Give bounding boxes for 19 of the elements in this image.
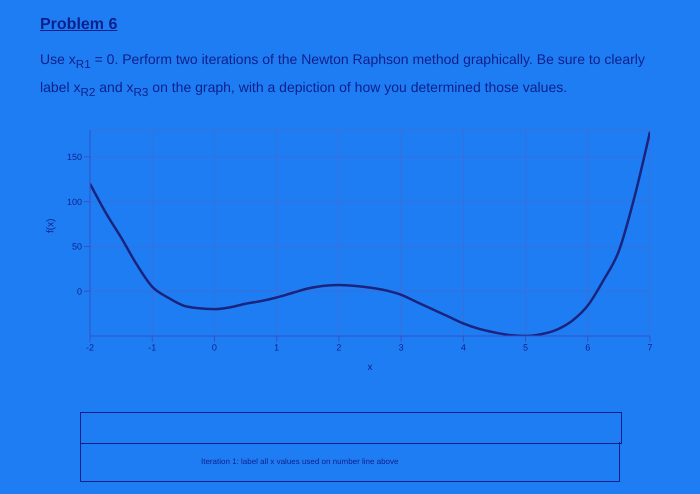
x-tick-label: 0 [212,342,217,352]
x-axis-title: x [368,362,372,373]
chart-title: Problem 6 [40,16,118,34]
x-tick-label: 4 [460,342,466,352]
x-tick-label: 2 [336,342,342,352]
text: Iteration 1: label all x values used on number line above [201,457,398,466]
y-tick-label: 100 [66,196,82,207]
x-tick-label: 7 [647,342,653,352]
x-tick-label: 6 [585,342,590,352]
text: Use x$_{R1}$ = 0. Perform two iterations of the Newton Raphson method graphically. Be sure to clearly label x$_{R2}$ and x$_{R3}$ on the graph, with a depiction of how you determined those values. [40,51,645,99]
y-axis-title: f(x) [46,218,57,233]
x-tick-label: 3 [398,342,404,352]
x-tick-label: -1 [148,342,156,352]
y-tick-label: 150 [66,152,82,162]
y-tick-label: 0 [76,286,82,296]
y-tick-label: 50 [72,242,82,252]
x-tick-label: -2 [86,342,94,352]
x-tick-label: 1 [274,342,280,352]
x-tick-label: 5 [523,342,528,352]
